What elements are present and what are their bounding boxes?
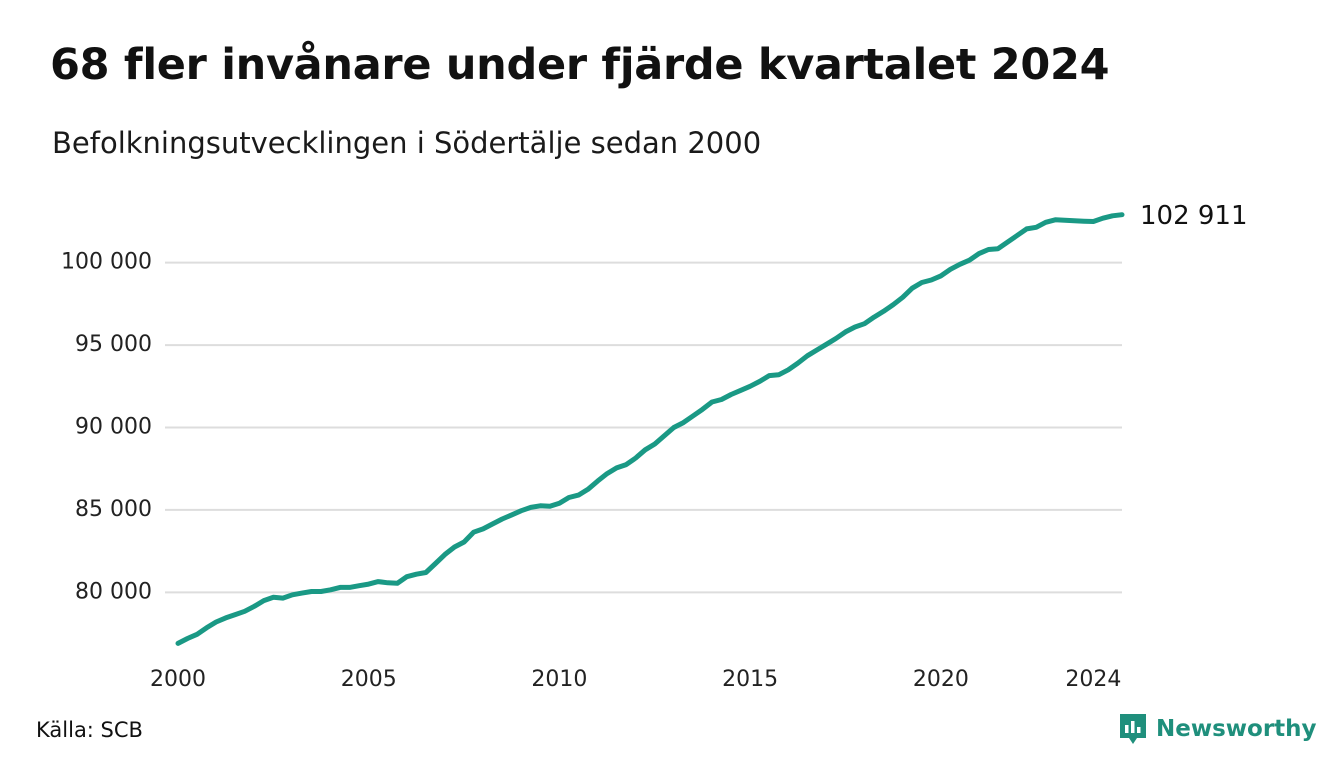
x-tick-label: 2020: [913, 667, 969, 692]
chart-subtitle: Befolkningsutvecklingen i Södertälje sed…: [52, 126, 762, 160]
y-tick-label: 80 000: [75, 579, 152, 604]
chart-title: 68 fler invånare under fjärde kvartalet …: [50, 40, 1110, 90]
y-axis: 80 000 85 000 90 000 95 000 100 000: [61, 250, 152, 605]
end-value-label: 102 911: [1140, 201, 1248, 231]
brand-name: Newsworthy: [1156, 716, 1317, 742]
x-tick-label: 2024: [1065, 667, 1121, 692]
y-tick-label: 100 000: [61, 250, 152, 275]
x-tick-label: 2000: [150, 667, 206, 692]
x-axis: 2000 2005 2010 2015 2020 2024: [150, 667, 1121, 692]
newsworthy-logo-icon: [1120, 714, 1146, 744]
y-tick-label: 85 000: [75, 497, 152, 522]
gridlines: [165, 261, 1122, 594]
y-tick-label: 95 000: [75, 332, 152, 357]
y-tick-label: 90 000: [75, 415, 152, 440]
x-tick-label: 2005: [341, 667, 397, 692]
source-note: Källa: SCB: [36, 718, 143, 742]
x-tick-label: 2010: [531, 667, 587, 692]
x-tick-label: 2015: [722, 667, 778, 692]
line-chart: 80 000 85 000 90 000 95 000 100 000 2000 2005…: [61, 201, 1248, 692]
brand-logo: Newsworthy: [1118, 712, 1317, 746]
population-line: [175, 212, 1125, 646]
